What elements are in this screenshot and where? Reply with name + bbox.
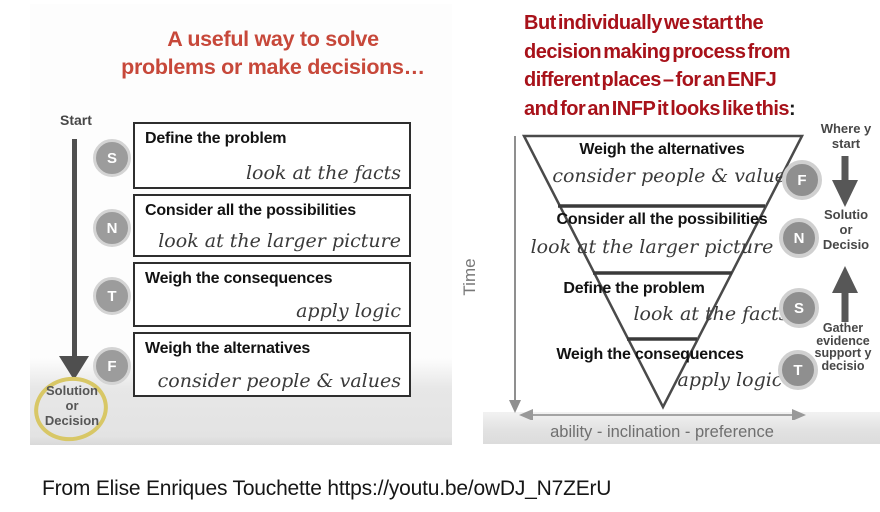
gather-evidence-label: Gather evidence support y decisio (805, 322, 880, 372)
red-line: decision making process from (524, 40, 790, 63)
step-box-weigh-consequences: Weigh the consequences apply logic (133, 262, 411, 327)
time-axis-arrowhead-icon (509, 400, 521, 413)
letter-circle-N: N (779, 218, 819, 258)
step-note: apply logic (296, 300, 401, 322)
red-line: But individually we start the (524, 12, 764, 34)
solution-line: or (65, 398, 79, 413)
letter-circle-N: N (93, 209, 131, 247)
attribution-text: From Elise Enriques Touchette https://yo… (42, 477, 612, 500)
step-heading: Consider all the possibilities (145, 202, 356, 219)
start-arrow-shaft (841, 156, 849, 181)
gather-arrow-shaft (841, 293, 849, 322)
edge-line: Solutio (823, 207, 869, 222)
bottom-axis-label: ability - inclination - preference (550, 423, 774, 441)
funnel-note-2: look at the larger picture (530, 236, 774, 258)
start-arrow-head-icon (832, 180, 858, 207)
down-arrow-shaft (72, 139, 77, 357)
left-title-line2: problems or make decisions… (121, 55, 425, 79)
bottom-axis-left-arrowhead-icon (519, 409, 533, 420)
edge-line: or (839, 222, 853, 237)
gather-arrow-head-icon (832, 266, 858, 293)
funnel-note-1: consider people & values (552, 165, 796, 187)
funnel-heading-4: Weigh the consequences (556, 346, 744, 363)
solution-or-decision-label: Solutio or Decisio (808, 207, 880, 252)
letter-circle-T: T (778, 350, 818, 390)
step-heading: Weigh the alternatives (145, 340, 311, 357)
funnel-note-4: apply logic (677, 369, 783, 391)
funnel-heading-2: Consider all the possibilities (556, 211, 768, 228)
colon: : (789, 97, 796, 120)
edge-line: evidence (816, 333, 870, 348)
edge-line: Where y (820, 121, 872, 136)
time-axis-label: Time (460, 258, 479, 296)
letter-circle-F: F (782, 160, 822, 200)
step-box-define-problem: Define the problem look at the facts (133, 122, 411, 189)
edge-line: support y (814, 346, 872, 360)
edge-line: decisio (821, 358, 865, 373)
step-heading: Weigh the consequences (145, 270, 333, 287)
funnel-heading-1: Weigh the alternatives (579, 141, 745, 158)
left-slide-title: A useful way to solve problems or make d… (92, 25, 454, 81)
red-line-text: and for an INFP it looks like this (524, 97, 790, 120)
right-annotation-text: But individually we start the decision m… (524, 9, 874, 123)
edge-line: start (831, 136, 861, 151)
step-note: consider people & values (157, 370, 401, 392)
left-title-line1: A useful way to solve (167, 27, 379, 51)
red-line: and for an INFP it looks like this: (524, 95, 874, 124)
step-heading: Define the problem (145, 130, 287, 147)
letter-circle-T: T (93, 277, 131, 315)
solution-label: Solution or Decision (36, 383, 108, 428)
solution-line: Solution (46, 383, 98, 398)
letter-circle-S: S (93, 139, 131, 177)
funnel-diagram-graphics (509, 134, 858, 420)
red-line: different places – for an ENFJ (524, 69, 777, 92)
solution-line: Decision (44, 413, 100, 428)
start-label: Start (60, 112, 92, 128)
edge-line: Decisio (822, 237, 870, 252)
down-arrow-head-icon (59, 356, 89, 380)
step-note: look at the larger picture (158, 230, 401, 252)
step-box-consider-possibilities: Consider all the possibilities look at t… (133, 194, 411, 257)
funnel-note-3: look at the facts (633, 303, 789, 325)
bottom-axis-right-arrowhead-icon (792, 409, 806, 420)
step-note: look at the facts (245, 162, 401, 184)
right-slide-bottom-shade (483, 412, 880, 444)
step-box-weigh-alternatives: Weigh the alternatives consider people &… (133, 332, 411, 397)
where-you-start-label: Where y start (808, 121, 880, 151)
funnel-heading-3: Define the problem (563, 280, 705, 297)
letter-circle-F: F (93, 347, 131, 385)
letter-circle-S: S (779, 288, 819, 328)
edge-line: Gather (822, 321, 864, 335)
